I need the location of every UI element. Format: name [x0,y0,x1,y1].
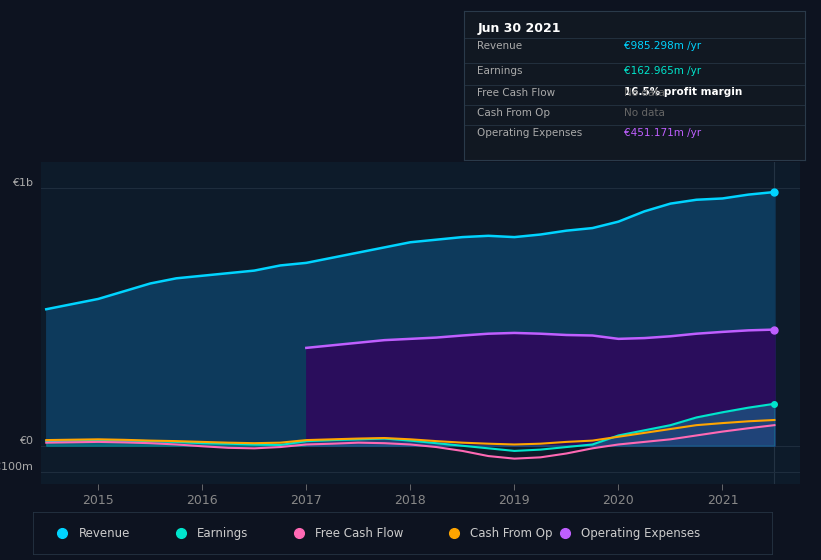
Text: Earnings: Earnings [478,66,523,76]
Text: No data: No data [624,108,665,118]
Text: Revenue: Revenue [478,41,523,51]
Text: €451.171m /yr: €451.171m /yr [624,128,701,138]
Text: Operating Expenses: Operating Expenses [581,527,700,540]
Text: €0: €0 [20,436,34,446]
Text: €1b: €1b [12,178,34,188]
Text: €162.965m /yr: €162.965m /yr [624,66,701,76]
Text: €985.298m /yr: €985.298m /yr [624,41,701,51]
Text: 16.5% profit margin: 16.5% profit margin [624,87,742,97]
Text: Operating Expenses: Operating Expenses [478,128,583,138]
Text: No data: No data [624,88,665,99]
Text: Earnings: Earnings [197,527,248,540]
Text: Revenue: Revenue [79,527,130,540]
Text: Free Cash Flow: Free Cash Flow [478,88,556,99]
Text: Cash From Op: Cash From Op [470,527,553,540]
Text: -€100m: -€100m [0,461,34,472]
Text: Jun 30 2021: Jun 30 2021 [478,22,561,35]
Text: Free Cash Flow: Free Cash Flow [315,527,403,540]
Text: Cash From Op: Cash From Op [478,108,551,118]
